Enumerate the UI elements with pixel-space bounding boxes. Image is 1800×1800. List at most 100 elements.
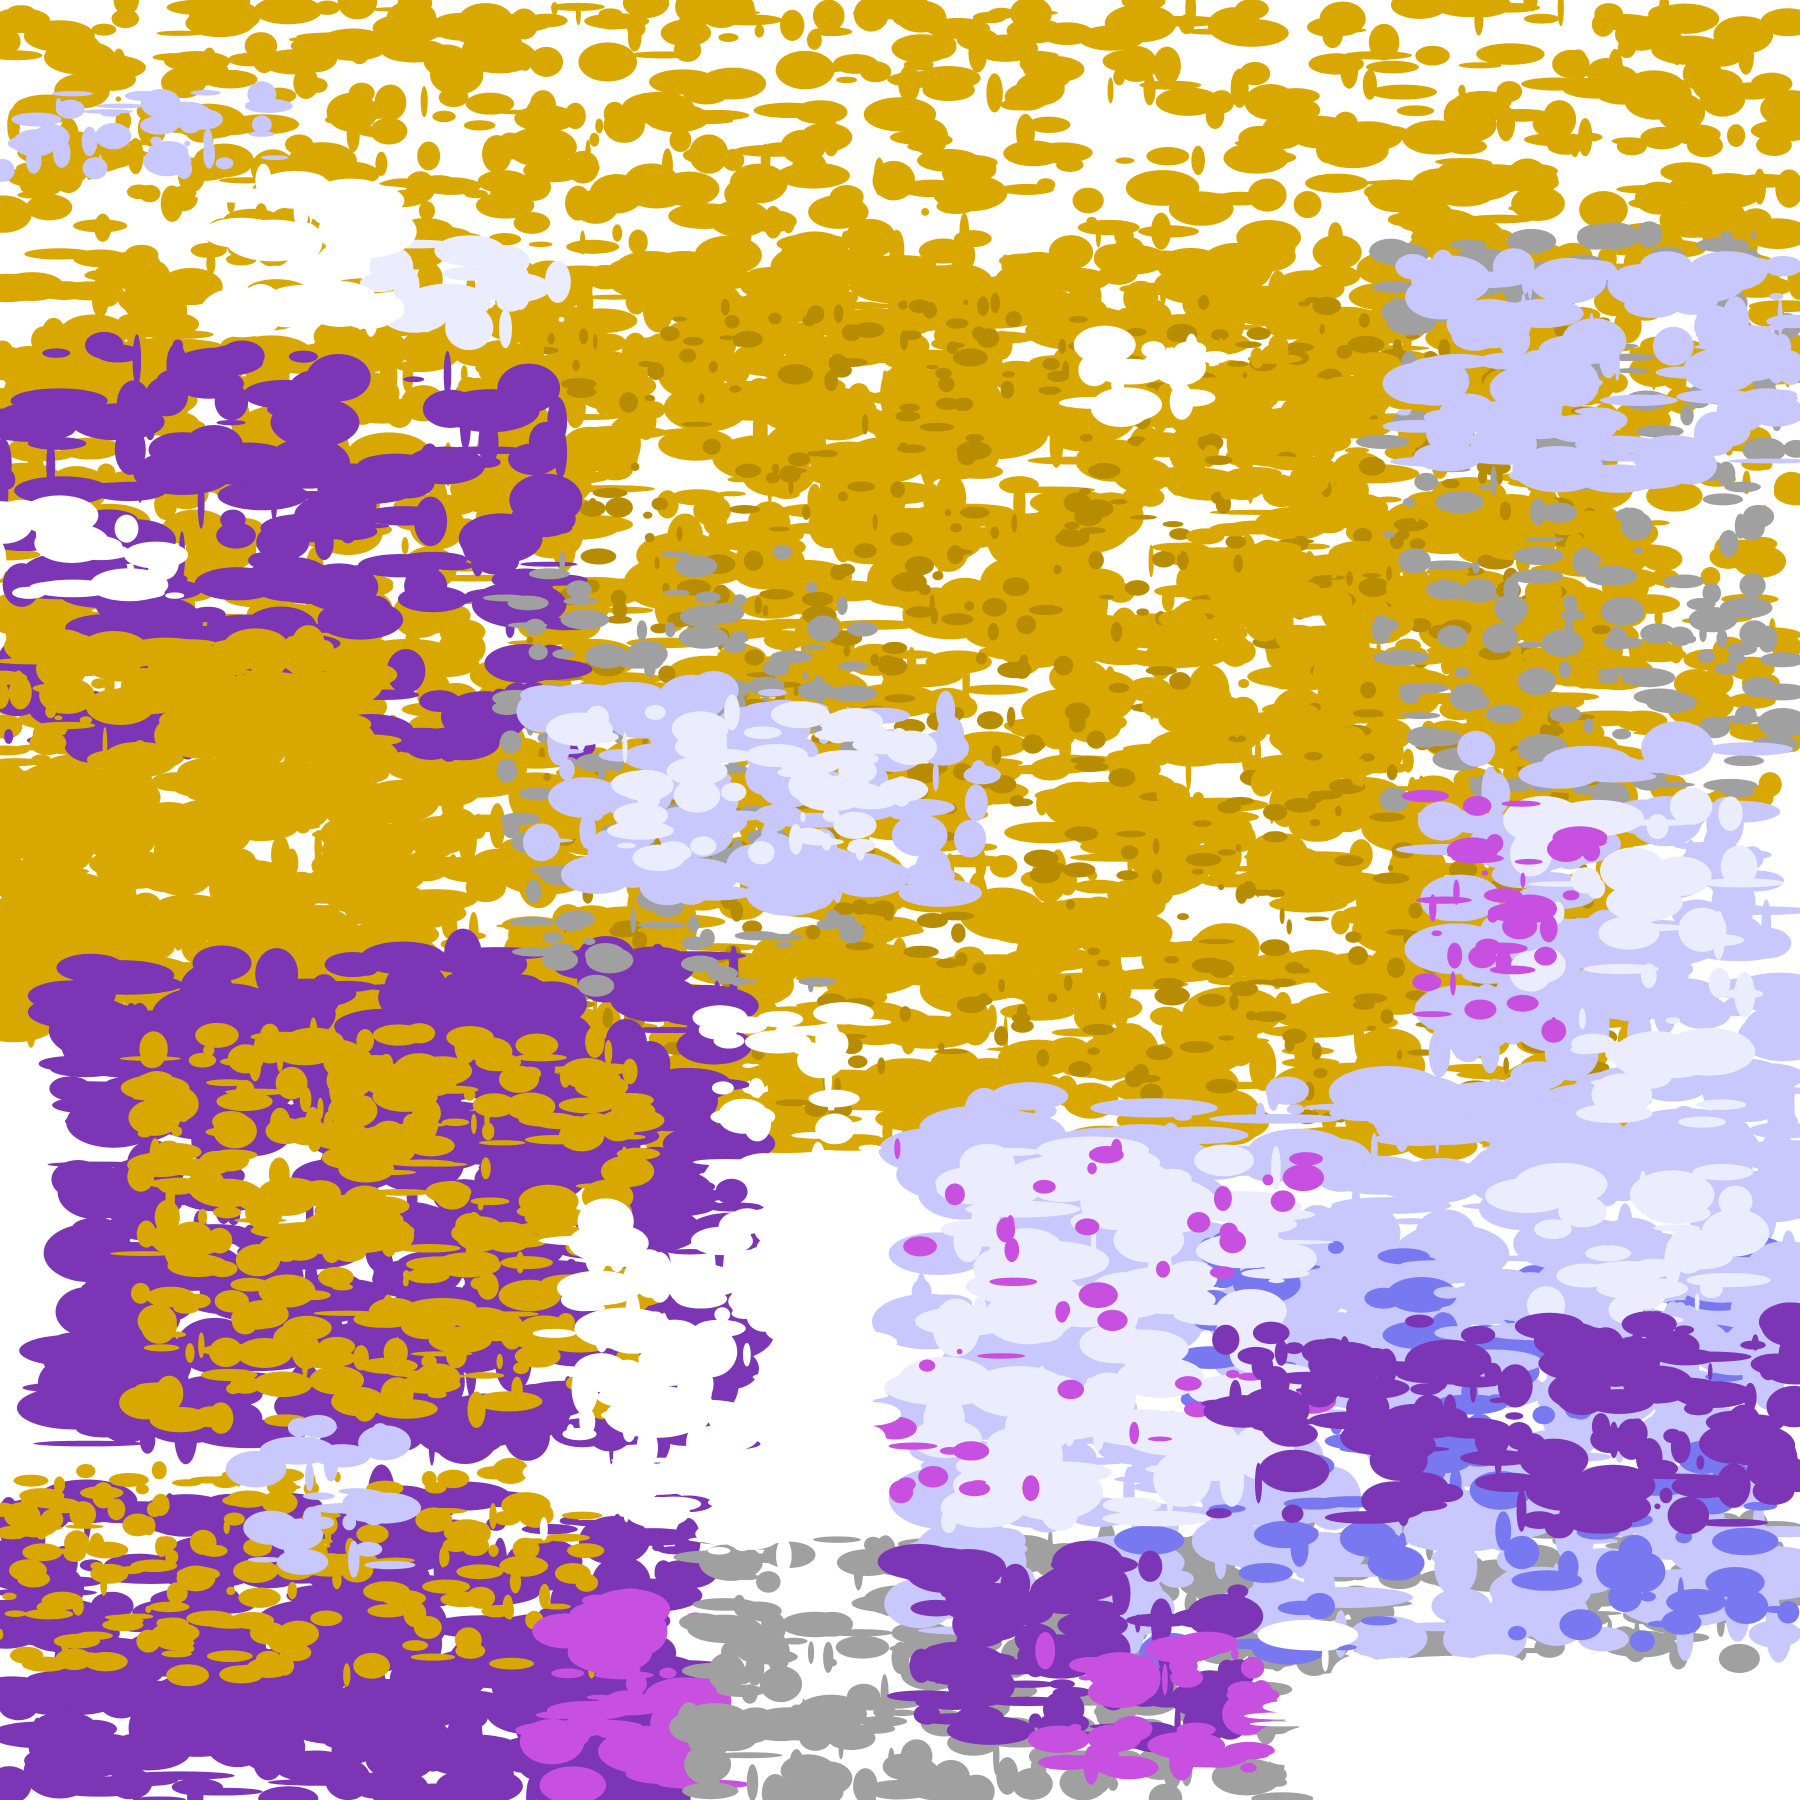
pixel-cluster [1386,929,1414,936]
pixel-cluster [1686,133,1723,158]
pixel-cluster [1211,688,1232,708]
pixel-cluster [214,662,240,673]
pixel-cluster [1009,794,1025,807]
pixel-cluster [1185,852,1222,867]
pixel-cluster [1458,84,1466,97]
pixel-cluster [389,820,410,846]
pixel-cluster [1297,876,1361,907]
pixel-cluster [729,385,742,393]
pixel-cluster [1099,594,1115,600]
pixel-cluster [359,595,394,638]
pixel-cluster [1402,120,1469,155]
pixel-cluster [660,326,680,342]
pixel-cluster [84,268,156,282]
pixel-cluster [1151,551,1176,568]
pixel-cluster [1271,88,1320,105]
pixel-cluster [325,857,353,866]
pixel-cluster [1198,242,1273,293]
pixel-cluster [990,526,1000,539]
pixel-cluster [1108,682,1130,694]
pixel-cluster [423,175,454,185]
pixel-cluster [1726,124,1746,148]
pixel-cluster [1011,1019,1034,1033]
pixel-cluster [9,805,28,841]
pixel-cluster [1162,521,1184,528]
pixel-cluster [1225,535,1247,549]
pixel-cluster [698,393,705,404]
pixel-cluster [1262,831,1288,843]
pixel-cluster [959,506,990,519]
pixel-cluster [837,491,848,502]
pixel-cluster [543,522,573,535]
pixel-cluster [896,444,927,454]
pixel-cluster [243,379,325,409]
pixel-cluster [775,1099,811,1107]
pixel-cluster [1192,820,1212,827]
pixel-cluster [1115,157,1135,164]
pixel-cluster [1617,37,1636,58]
pixel-cluster [1267,889,1285,898]
pixel-cluster [1227,360,1249,368]
pixel-cluster [898,64,921,103]
pixel-cluster [1247,178,1287,212]
pixel-cluster [829,185,864,209]
pixel-cluster [1333,474,1369,506]
pixel-cluster [1227,466,1282,480]
pixel-cluster [1072,187,1104,214]
pixel-cluster [1398,198,1454,232]
pixel-cluster [982,597,1007,617]
pixel-cluster [1235,844,1242,852]
pixel-cluster [1259,939,1290,957]
pixel-cluster [762,604,769,617]
pixel-cluster [973,159,997,180]
pixel-cluster [771,463,780,475]
pixel-cluster [277,914,327,957]
pixel-cluster [191,730,211,741]
pixel-cluster [883,694,916,703]
pixel-cluster [1286,919,1293,935]
pixel-cluster [891,937,908,981]
pixel-cluster [1107,77,1114,104]
pixel-cluster [932,174,1008,212]
pixel-cluster [847,481,876,492]
pixel-cluster [1156,782,1190,808]
pixel-cluster [566,239,620,254]
pixel-cluster [111,9,140,29]
pixel-cluster [260,816,297,833]
pixel-cluster [1169,672,1191,690]
pixel-cluster [1016,615,1037,635]
pixel-cluster [1261,113,1306,150]
pixel-cluster [104,665,115,703]
pixel-cluster [1222,1019,1258,1066]
pixel-cluster [1204,444,1217,456]
pixel-cluster [566,150,600,184]
pixel-cluster [11,670,26,705]
pixel-cluster [743,550,764,571]
pixel-cluster [30,811,81,829]
pixel-cluster [216,420,246,426]
pixel-cluster [29,730,67,756]
pixel-cluster [417,141,441,171]
pixel-cluster [131,747,139,789]
pixel-cluster [1347,335,1385,354]
pixel-cluster [206,253,216,275]
pixel-cluster [717,491,746,497]
pixel-cluster [1361,573,1382,578]
pixel-cluster [936,550,945,574]
pixel-cluster [225,694,260,719]
pixel-cluster [253,0,323,25]
pixel-cluster [1246,327,1271,341]
pixel-cluster [1136,608,1149,616]
pixel-cluster [612,224,623,242]
pixel-cluster [1152,838,1160,855]
pixel-cluster [1115,830,1147,838]
pixel-cluster [1366,60,1419,74]
pixel-cluster [212,791,282,810]
pixel-cluster [264,448,324,487]
pixel-cluster [965,434,985,443]
pixel-cluster [881,641,908,654]
pixel-cluster [1713,16,1774,54]
pixel-cluster [161,294,188,327]
pixel-cluster [1402,748,1414,773]
pixel-cluster [922,79,975,102]
